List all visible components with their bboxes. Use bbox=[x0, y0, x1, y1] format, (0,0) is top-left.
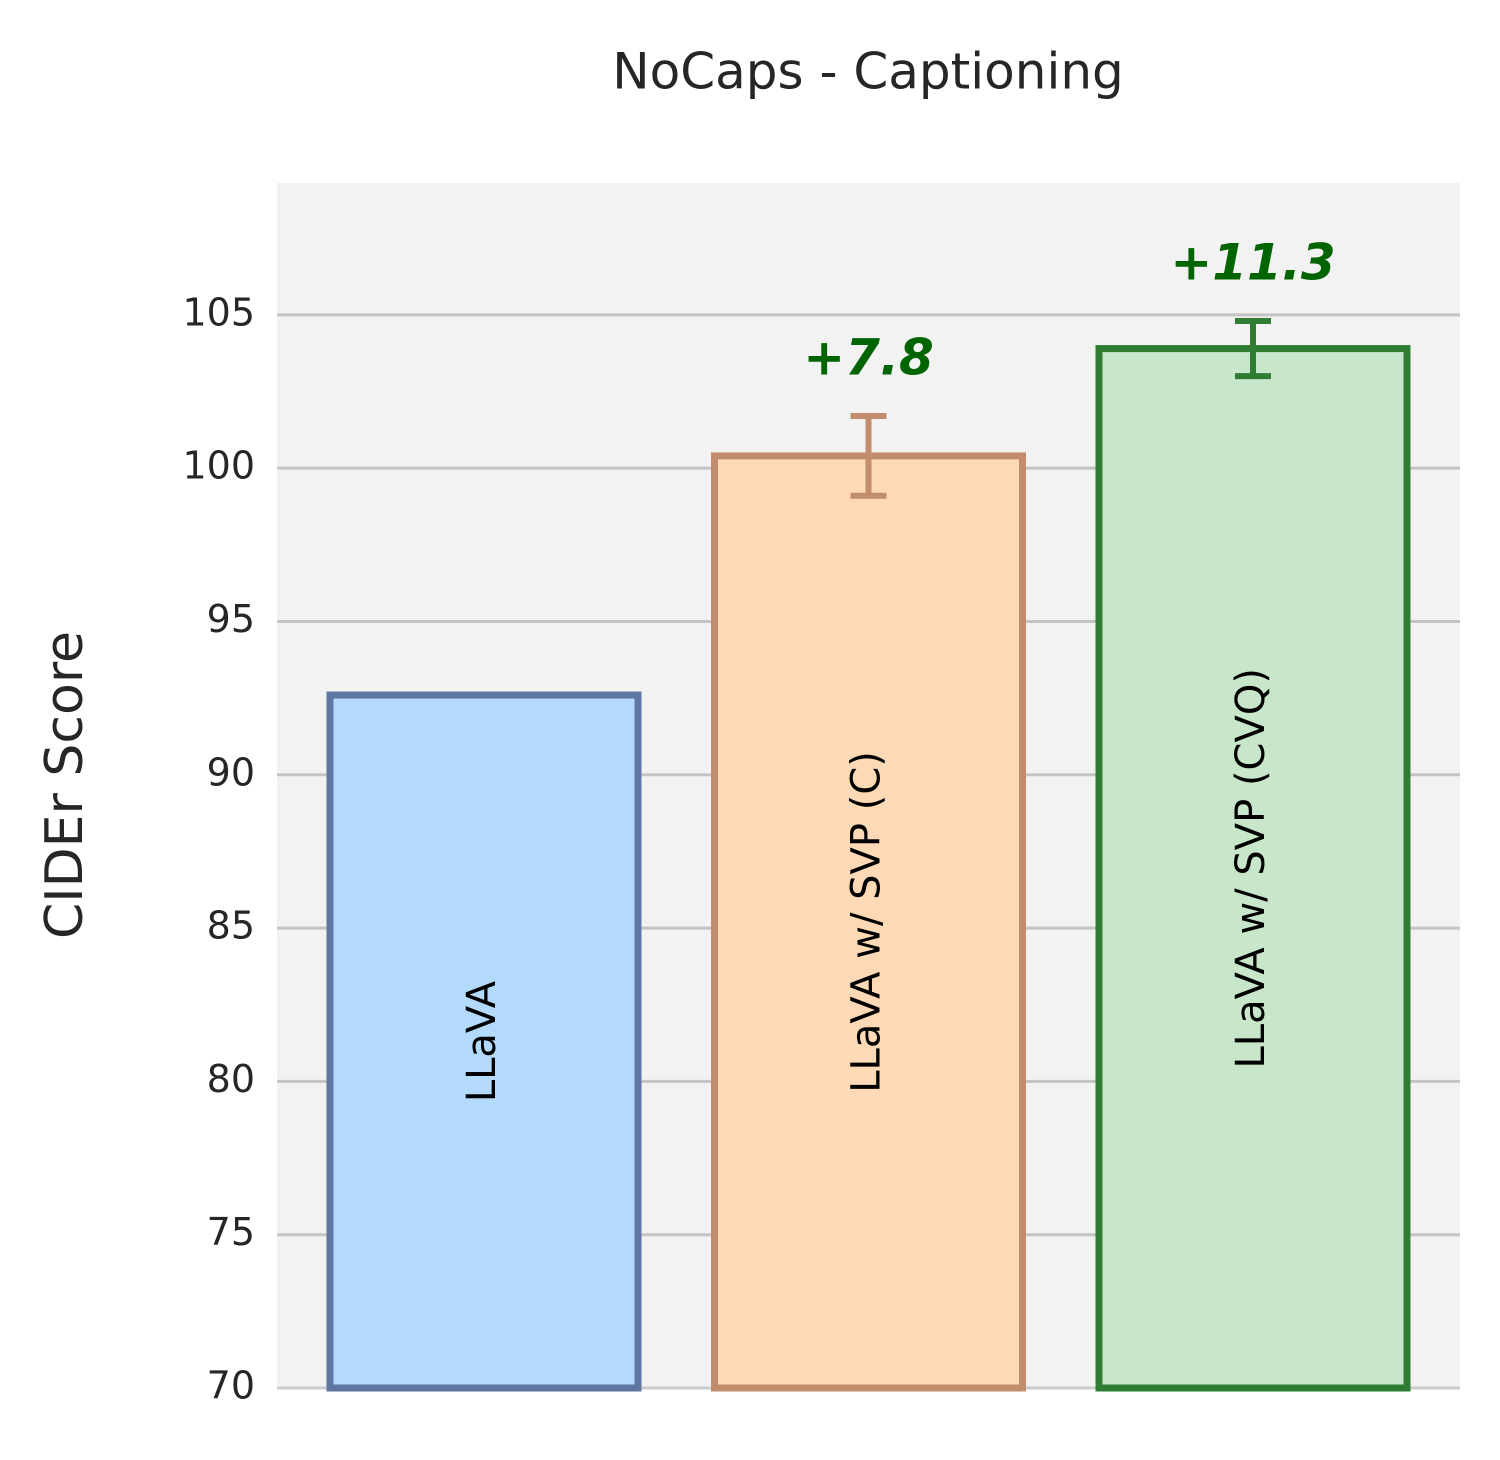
y-tick-label: 85 bbox=[207, 904, 255, 948]
y-tick-label: 100 bbox=[182, 444, 255, 488]
annotation: +11.3 bbox=[1170, 233, 1335, 291]
category-label: LLaVA bbox=[459, 980, 505, 1102]
y-axis-label: CIDEr Score bbox=[35, 631, 95, 939]
chart-title: NoCaps - Captioning bbox=[612, 43, 1124, 101]
category-label: LLaVA w/ SVP (CVQ) bbox=[1228, 668, 1274, 1068]
y-tick-label: 90 bbox=[207, 750, 255, 794]
error-bar bbox=[850, 413, 887, 499]
y-tick-label: 75 bbox=[207, 1210, 255, 1254]
bar bbox=[1095, 345, 1411, 1392]
annotation: +7.8 bbox=[803, 329, 933, 387]
bar bbox=[326, 691, 642, 1392]
bar bbox=[711, 452, 1026, 1392]
category-label: LLaVA w/ SVP (C) bbox=[844, 751, 890, 1093]
y-tick-label: 80 bbox=[207, 1057, 255, 1101]
y-tick-label: 95 bbox=[207, 597, 255, 641]
error-bar bbox=[1235, 317, 1271, 380]
y-tick-label: 105 bbox=[182, 290, 255, 334]
y-tick-label: 70 bbox=[207, 1364, 255, 1408]
